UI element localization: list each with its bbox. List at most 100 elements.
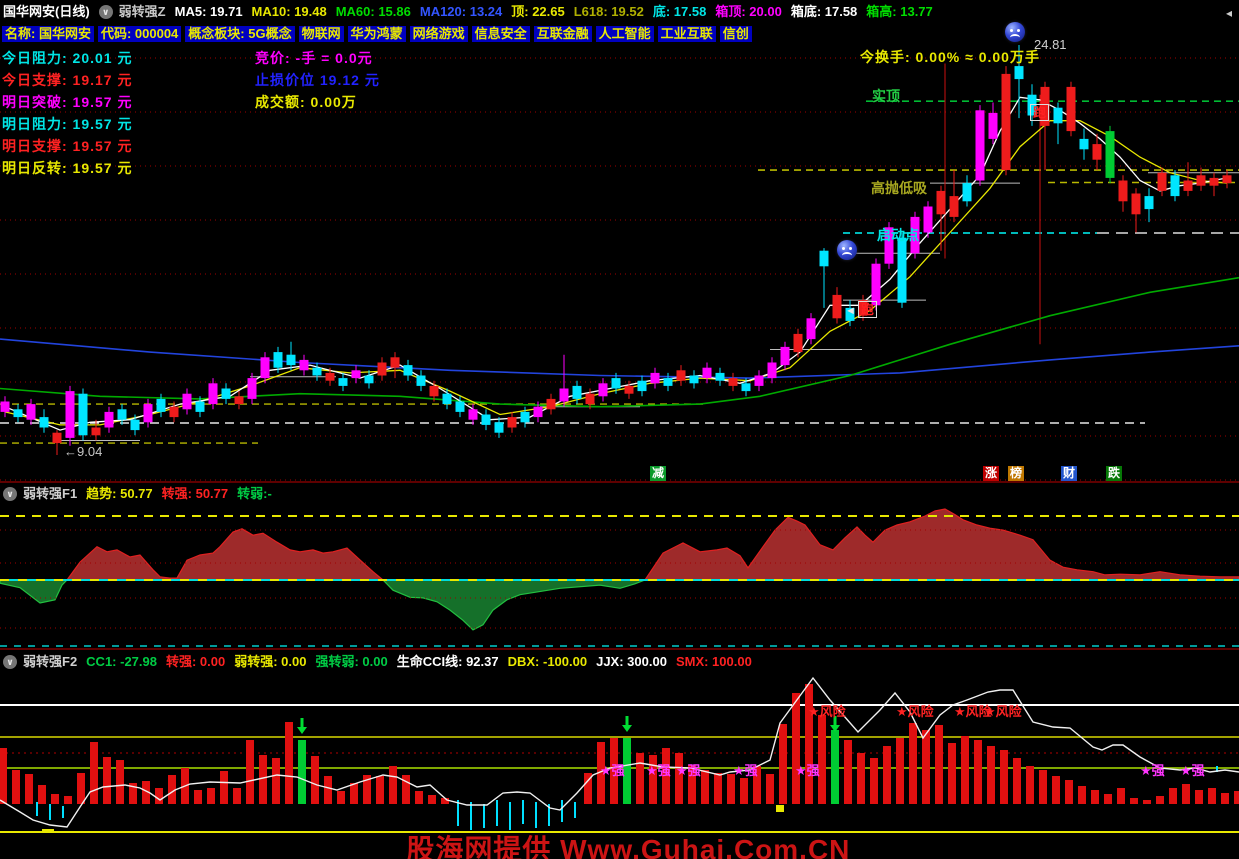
f2-bars <box>0 684 1239 832</box>
f2-bar <box>610 738 618 804</box>
f2-bar <box>142 781 150 804</box>
f2-bar <box>792 693 800 804</box>
f2-bar <box>1104 794 1112 804</box>
f2-bar <box>441 798 449 804</box>
buy-arrow-icon <box>297 718 307 734</box>
candle <box>65 391 75 438</box>
f2-bar <box>636 753 644 804</box>
candle <box>117 409 127 420</box>
candle <box>689 375 699 384</box>
candle <box>624 385 634 394</box>
f2-bar <box>1039 770 1047 804</box>
candle <box>143 404 153 423</box>
candle <box>936 190 946 215</box>
f2-bar <box>77 773 85 804</box>
candle <box>923 206 933 233</box>
f2-bar <box>714 773 722 804</box>
f2-bar <box>363 775 371 804</box>
candle <box>416 375 426 386</box>
f2-bar <box>779 724 787 804</box>
buy-arrow-icon <box>830 716 840 732</box>
candle <box>845 307 855 321</box>
candle <box>52 432 62 444</box>
f2-bar <box>688 765 696 804</box>
candle <box>1027 94 1037 116</box>
candle <box>429 385 439 397</box>
f2-bar <box>1221 793 1229 804</box>
candle <box>572 385 582 399</box>
candle <box>1222 175 1232 184</box>
candle <box>1131 193 1141 215</box>
f2-bar <box>909 723 917 804</box>
f2-yellow-mark <box>776 805 784 812</box>
candle <box>364 375 374 384</box>
f2-bar <box>1208 788 1216 804</box>
candle <box>0 401 10 412</box>
candle <box>988 112 998 139</box>
f2-bar <box>116 760 124 804</box>
f2-bar <box>324 776 332 804</box>
f2-bar <box>857 753 865 804</box>
candle <box>1053 107 1063 124</box>
f2-bar <box>0 748 7 804</box>
candle <box>338 378 348 386</box>
f2-bar-green <box>298 740 306 804</box>
f2-bar <box>285 722 293 804</box>
candle <box>806 318 816 340</box>
candle <box>299 359 309 371</box>
candle <box>767 362 777 379</box>
f2-bar <box>1195 790 1203 804</box>
candle <box>715 372 725 381</box>
candle <box>598 383 608 397</box>
candle <box>1001 73 1011 171</box>
candle <box>858 300 868 316</box>
f1-area-negative <box>0 579 1239 631</box>
candle <box>611 378 621 389</box>
f2-bar <box>1117 788 1125 804</box>
f2-bar <box>701 770 709 804</box>
f2-bar <box>948 743 956 804</box>
candle <box>260 357 270 379</box>
candle <box>195 401 205 412</box>
f2-bar <box>272 758 280 804</box>
candle <box>507 417 517 428</box>
candle <box>1144 196 1154 210</box>
f1-area-positive <box>0 508 1239 581</box>
f2-bar <box>844 740 852 804</box>
candle <box>377 362 387 376</box>
f2-bar <box>896 738 904 804</box>
f2-bar <box>935 725 943 804</box>
f2-bar <box>649 755 657 804</box>
f2-bar <box>1234 791 1239 804</box>
candle <box>1014 66 1024 80</box>
candle <box>741 383 751 392</box>
candle <box>754 375 764 386</box>
candle <box>871 263 881 306</box>
candle <box>403 365 413 376</box>
f2-bar <box>129 783 137 804</box>
f2-bar <box>90 742 98 804</box>
f2-bar <box>1013 758 1021 804</box>
f2-yellow-mark <box>42 829 54 832</box>
f2-bar <box>103 757 111 804</box>
f2-bar <box>662 748 670 804</box>
f2-bar <box>194 790 202 804</box>
f2-bar <box>922 730 930 804</box>
f2-bar <box>1026 766 1034 804</box>
f2-bar <box>246 740 254 804</box>
f2-bar <box>415 791 423 804</box>
f2-bar <box>25 774 33 804</box>
f2-bar <box>428 795 436 804</box>
candle <box>104 411 114 428</box>
candle <box>1118 180 1128 202</box>
candle <box>13 409 23 418</box>
f2-bar <box>1130 798 1138 804</box>
f2-bar <box>376 776 384 804</box>
f2-bar <box>38 785 46 804</box>
f2-bar <box>870 758 878 804</box>
candle <box>1079 138 1089 150</box>
candle <box>1183 180 1193 191</box>
f2-bar <box>597 742 605 804</box>
